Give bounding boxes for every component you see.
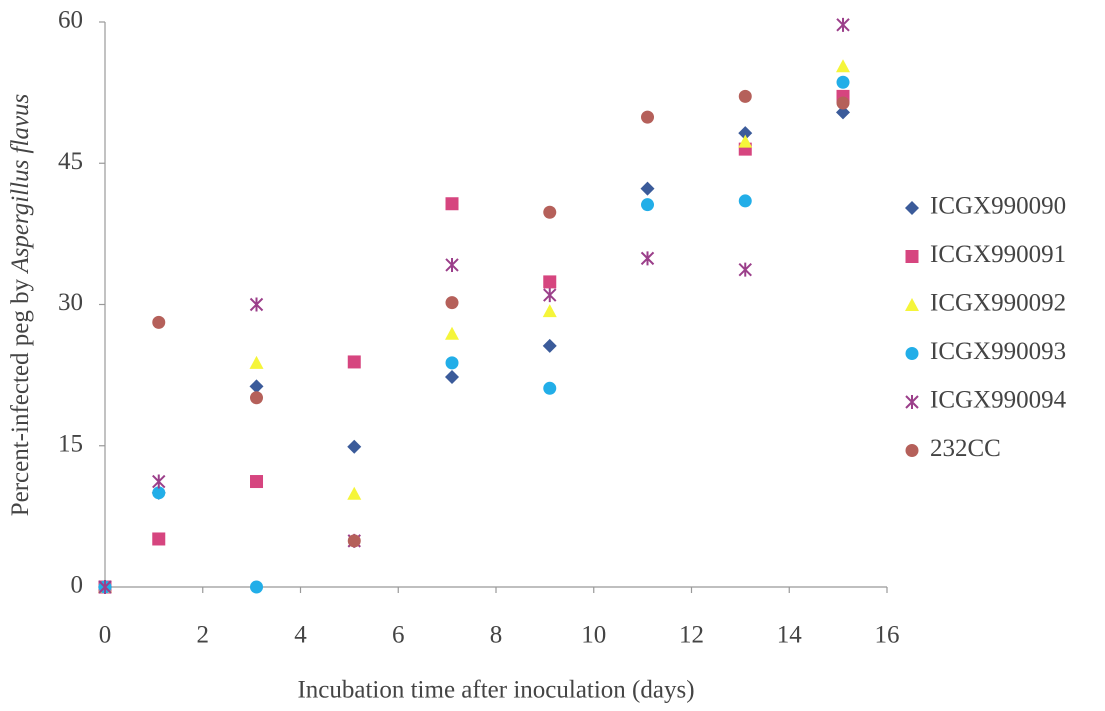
star-marker [251, 298, 263, 312]
triangle-marker [905, 298, 919, 311]
circle-marker [641, 111, 654, 124]
circle-marker [446, 296, 459, 309]
x-tick-label: 12 [679, 622, 704, 649]
triangle-marker [347, 487, 361, 500]
square-marker [250, 475, 263, 488]
legend-label: ICGX990093 [930, 338, 1066, 365]
star-marker [837, 18, 849, 32]
x-tick-label: 14 [777, 622, 803, 649]
circle-marker [739, 194, 752, 207]
circle-marker [906, 347, 919, 360]
legend-label: 232CC [930, 435, 1001, 462]
triangle-marker [543, 304, 557, 317]
circle-marker [348, 534, 361, 547]
diamond-marker [905, 201, 919, 215]
triangle-marker [836, 59, 850, 72]
x-tick-label: 10 [581, 622, 606, 649]
triangle-marker [250, 356, 264, 369]
triangle-marker [445, 327, 459, 340]
legend-label: ICGX990091 [930, 241, 1066, 268]
legend-label: ICGX990090 [930, 193, 1066, 220]
square-marker [543, 275, 556, 288]
circle-marker [250, 581, 263, 594]
circle-marker [152, 316, 165, 329]
diamond-marker [347, 440, 361, 454]
x-tick-label: 4 [294, 622, 307, 649]
star-marker [906, 395, 918, 409]
star-marker [153, 475, 165, 489]
square-marker [348, 355, 361, 368]
diamond-marker [543, 339, 557, 353]
circle-marker [837, 96, 850, 109]
legend-label: ICGX990094 [930, 387, 1067, 414]
x-tick-label: 0 [99, 622, 112, 649]
circle-marker [543, 206, 556, 219]
star-marker [642, 251, 654, 265]
y-tick-label: 15 [58, 430, 83, 457]
star-marker [544, 288, 556, 302]
circle-marker [739, 90, 752, 103]
circle-marker [446, 356, 459, 369]
legend-label: ICGX990092 [930, 290, 1066, 317]
y-tick-label: 30 [58, 289, 83, 316]
y-tick-label: 0 [71, 572, 84, 599]
triangle-marker [738, 135, 752, 148]
diamond-marker [641, 182, 655, 196]
diamond-marker [445, 370, 459, 384]
x-tick-label: 16 [875, 622, 900, 649]
square-marker [152, 532, 165, 545]
x-axis-label: Incubation time after inoculation (days) [297, 677, 694, 704]
x-tick-label: 6 [392, 622, 405, 649]
y-axis-label-text: Percent-infected peg by [7, 278, 34, 516]
circle-marker [837, 76, 850, 89]
y-axis-label: Percent-infected peg by Aspergillus flav… [7, 94, 34, 517]
y-axis-label-italic: Aspergillus flavus [7, 94, 34, 275]
y-tick-label: 45 [58, 148, 83, 175]
circle-marker [543, 382, 556, 395]
star-marker [739, 263, 751, 277]
star-marker [446, 258, 458, 272]
y-tick-label: 60 [58, 7, 83, 34]
circle-marker [641, 198, 654, 211]
x-tick-label: 8 [490, 622, 503, 649]
circle-marker [250, 391, 263, 404]
square-marker [906, 250, 919, 263]
x-tick-label: 2 [197, 622, 210, 649]
square-marker [446, 197, 459, 210]
circle-marker [906, 444, 919, 457]
chart: Incubation time after inoculation (days)… [0, 0, 1105, 711]
